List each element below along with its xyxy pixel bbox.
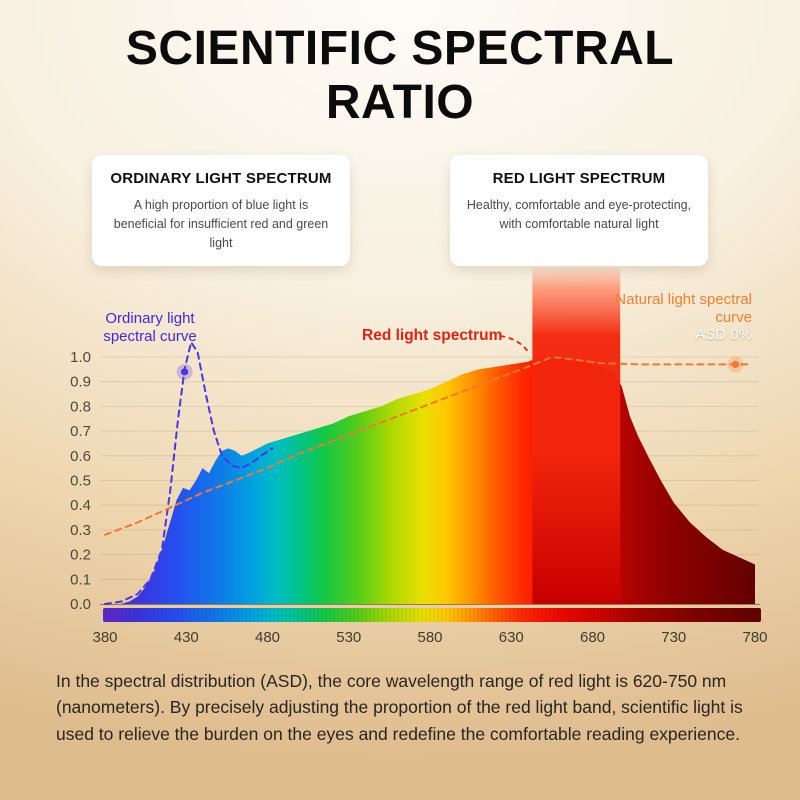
svg-text:480: 480 <box>255 629 280 646</box>
card-red-body: Healthy, comfortable and eye-protecting,… <box>466 198 692 231</box>
spectrum-cards: ORDINARY LIGHT SPECTRUM A high proportio… <box>0 155 800 267</box>
anno-red: Red light spectrum <box>362 327 503 344</box>
anno-ordinary: Ordinary light spectral curve <box>103 310 197 345</box>
spectral-chart: 0.0 0.1 0.2 0.3 0.4 0.5 0.6 0.7 0.8 0.9 1.0 380 430 4… <box>0 248 800 668</box>
svg-text:0.1: 0.1 <box>70 571 91 588</box>
card-red-light: RED LIGHT SPECTRUM Healthy, comfortable … <box>450 155 708 267</box>
svg-text:580: 580 <box>417 629 442 646</box>
svg-text:0.4: 0.4 <box>70 497 91 514</box>
card-red-title: RED LIGHT SPECTRUM <box>492 170 666 187</box>
svg-text:780: 780 <box>742 629 767 646</box>
card-ordinary-light: ORDINARY LIGHT SPECTRUM A high proportio… <box>92 155 350 267</box>
anno-natural: Natural light spectral curve <box>615 291 752 326</box>
svg-text:730: 730 <box>661 629 686 646</box>
card-ordinary-title: ORDINARY LIGHT SPECTRUM <box>110 170 332 187</box>
svg-text:380: 380 <box>92 629 117 646</box>
svg-text:530: 530 <box>336 629 361 646</box>
svg-text:0.3: 0.3 <box>70 522 91 539</box>
svg-text:0.7: 0.7 <box>70 423 91 440</box>
spectral-chart-canvas: 0.0 0.1 0.2 0.3 0.4 0.5 0.6 0.7 0.8 0.9 1.0 380 430 4… <box>70 268 768 646</box>
svg-text:680: 680 <box>580 629 605 646</box>
svg-text:630: 630 <box>499 629 524 646</box>
anno-asd: ASD 0% <box>695 326 752 343</box>
svg-text:0.5: 0.5 <box>70 473 91 490</box>
svg-text:0.8: 0.8 <box>70 398 91 415</box>
svg-text:430: 430 <box>174 629 199 646</box>
svg-text:0.2: 0.2 <box>70 547 91 564</box>
svg-text:0.0: 0.0 <box>70 596 91 613</box>
card-ordinary-body: A high proportion of blue light is benef… <box>113 198 329 250</box>
svg-text:0.9: 0.9 <box>70 374 91 391</box>
svg-text:0.6: 0.6 <box>70 448 91 465</box>
page-title: SCIENTIFIC SPECTRAL RATIO <box>125 22 675 129</box>
description-text: In the spectral distribution (ASD), the … <box>56 671 743 744</box>
svg-text:1.0: 1.0 <box>70 349 91 366</box>
